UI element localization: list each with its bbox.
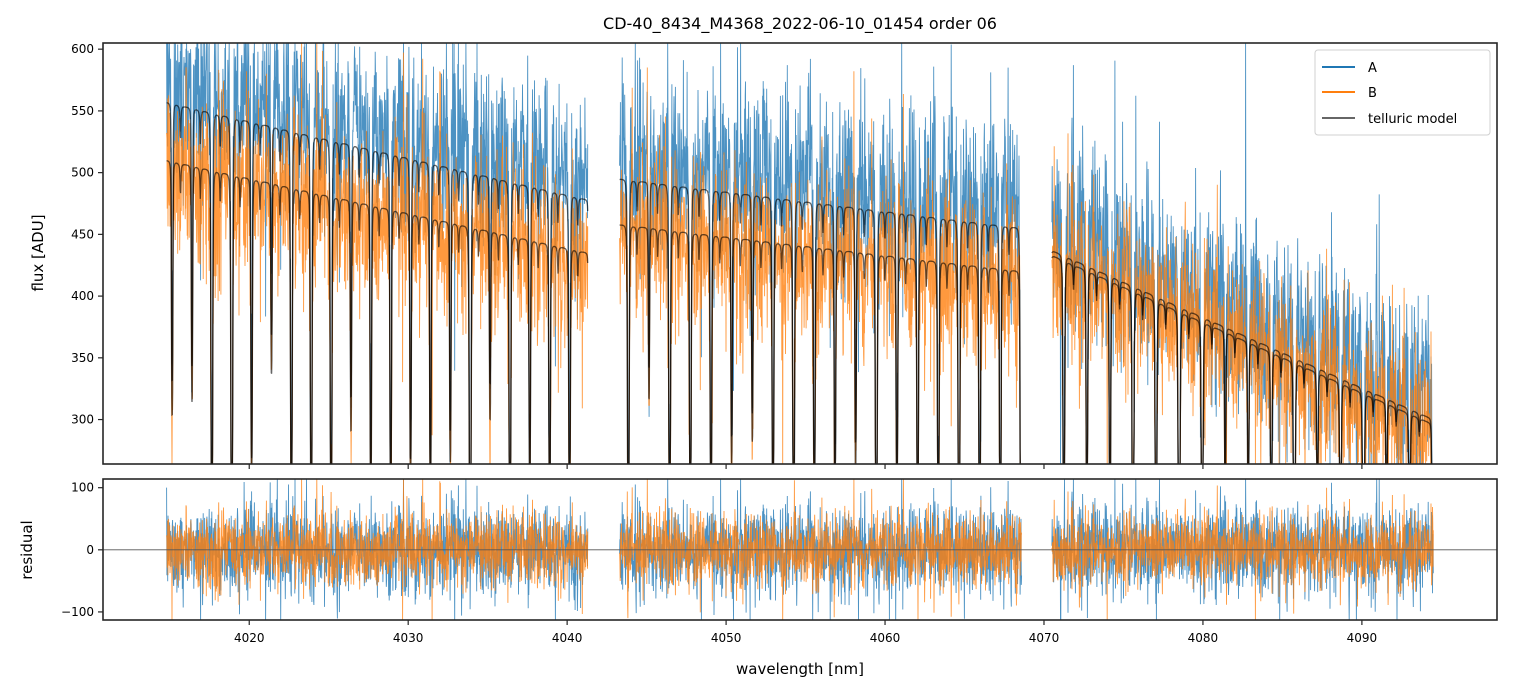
flux-axes-frame — [102, 42, 1498, 465]
flux-y-ticks: 300 350 400 450 500 550 600 — [71, 42, 103, 427]
residual-y-tick-label: −100 — [61, 605, 94, 619]
residual-x-tick-label: 4030 — [393, 631, 424, 645]
residual-x-tick-label: 4080 — [1188, 631, 1219, 645]
flux-y-tick-label: 600 — [71, 42, 94, 56]
flux-y-axis-label: flux [ADU] — [29, 214, 47, 291]
residual-x-tick-label: 4020 — [234, 631, 265, 645]
residual-x-tick-label: 4050 — [711, 631, 742, 645]
flux-y-tick-label: 450 — [71, 227, 94, 241]
flux-y-tick-label: 400 — [71, 289, 94, 303]
flux-y-tick-label: 500 — [71, 166, 94, 180]
telluric-model-a-segment-2 — [619, 178, 1022, 464]
residual-y-tick-label: 100 — [71, 481, 94, 495]
legend-label-a: A — [1368, 61, 1377, 76]
series-b-residual-segment-1 — [166, 479, 589, 620]
telluric-model-b-segment-1 — [166, 159, 589, 464]
telluric-model-b-segment-3 — [1051, 256, 1433, 464]
series-b-residual-segment-3 — [1051, 485, 1434, 620]
legend: A B telluric model — [1314, 49, 1491, 136]
residual-x-tick-label: 4070 — [1029, 631, 1060, 645]
flux-y-tick-label: 350 — [71, 351, 94, 365]
residual-y-axis-label: residual — [18, 520, 36, 579]
legend-label-b: B — [1368, 86, 1377, 101]
flux-plot-area — [166, 43, 1433, 464]
residual-plot-area — [103, 479, 1497, 620]
telluric-model-a-segment-1 — [166, 101, 589, 464]
residual-x-tick-label: 4060 — [870, 631, 901, 645]
residual-y-ticks: −100 0 100 — [61, 481, 103, 619]
legend-label-telluric: telluric model — [1368, 112, 1457, 127]
chart-title: CD-40_8434_M4368_2022-06-10_01454 order … — [603, 14, 997, 34]
series-a-flux-segment-2 — [619, 43, 1021, 464]
flux-y-tick-label: 550 — [71, 104, 94, 118]
telluric-model-a-segment-3 — [1051, 251, 1433, 464]
x-axis-label: wavelength [nm] — [736, 660, 864, 678]
residual-y-tick-label: 0 — [86, 543, 94, 557]
residual-x-ticks: 4020 4030 4040 4050 4060 4070 4080 4090 — [234, 620, 1377, 645]
residual-x-tick-label: 4090 — [1347, 631, 1378, 645]
series-b-flux-segment-2 — [619, 67, 1021, 464]
telluric-model-b-segment-2 — [619, 224, 1021, 464]
flux-x-ticks — [248, 464, 1363, 469]
flux-y-tick-label: 300 — [71, 413, 94, 427]
series-b-residual-segment-2 — [619, 479, 1023, 620]
residual-x-tick-label: 4040 — [552, 631, 583, 645]
